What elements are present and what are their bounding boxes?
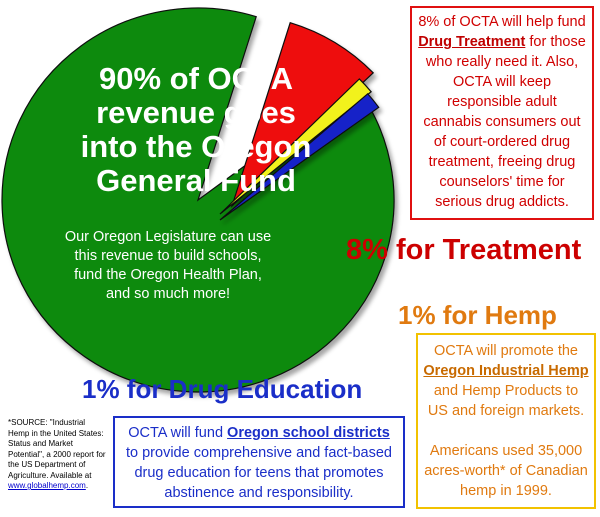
general-fund-body: Our Oregon Legislature can use this reve… xyxy=(64,229,272,302)
treatment-slice xyxy=(230,21,375,209)
source-end: . xyxy=(85,481,89,490)
oregon-industrial-hemp-link[interactable]: Oregon Industrial Hemp xyxy=(423,363,589,379)
education-text-post: to provide comprehensive and fact-based … xyxy=(126,445,392,501)
source-note: *SOURCE: "Industrial Hemp in the United … xyxy=(8,418,108,492)
treatment-text-post: for those who really need it. Also, OCTA… xyxy=(423,34,586,210)
general-fund-title: 90% of OCTA revenue goes into the Oregon… xyxy=(80,61,312,198)
source-link[interactable]: www.globalhemp.com xyxy=(8,481,86,490)
hemp-slice xyxy=(219,78,373,215)
treatment-label: 8% for Treatment xyxy=(346,234,582,266)
drug-treatment-link[interactable]: Drug Treatment xyxy=(418,34,526,50)
hemp-text-post: and Hemp Products to US and foreign mark… xyxy=(427,383,585,419)
education-label: 1% for Drug Education xyxy=(82,374,363,404)
general-fund-slice xyxy=(1,7,395,393)
education-text-pre: OCTA will fund xyxy=(128,425,228,441)
treatment-callout: 8% of OCTA will help fund Drug Treatment… xyxy=(410,6,594,220)
hemp-text-pre: OCTA will promote the xyxy=(434,343,578,359)
education-callout: OCTA will fund Oregon school districts t… xyxy=(113,416,405,508)
treatment-text-pre: 8% of OCTA will help fund xyxy=(418,14,586,30)
source-text: *SOURCE: "Industrial Hemp in the United … xyxy=(8,418,106,480)
hemp-label: 1% for Hemp xyxy=(398,300,557,330)
hemp-text-extra: Americans used 35,000 acres-worth* of Ca… xyxy=(424,443,588,499)
hemp-callout: OCTA will promote the Oregon Industrial … xyxy=(416,333,596,509)
education-slice xyxy=(219,92,380,221)
oregon-school-districts-link[interactable]: Oregon school districts xyxy=(227,425,390,441)
